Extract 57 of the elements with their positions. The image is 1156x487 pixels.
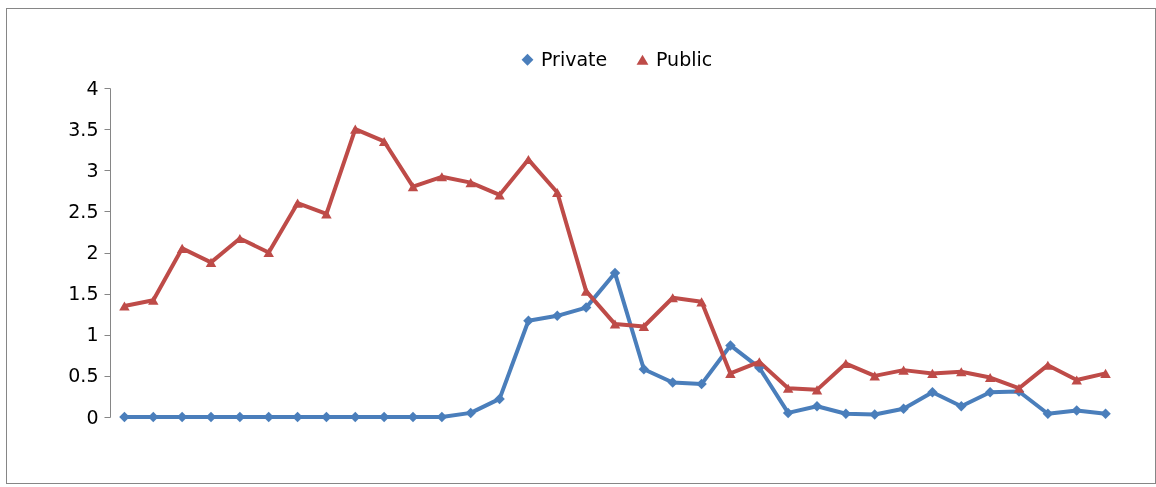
point [696, 297, 707, 307]
legend-label: Private [541, 47, 608, 70]
point [1100, 368, 1111, 378]
point [494, 393, 505, 405]
legend-label: Public [656, 47, 713, 70]
point [956, 367, 967, 377]
point [494, 190, 505, 200]
point [552, 187, 563, 197]
point [350, 124, 361, 134]
point [580, 302, 592, 313]
point [927, 387, 938, 398]
point [869, 371, 880, 381]
point [725, 368, 736, 378]
y-tick-label: 1 [86, 323, 99, 346]
point [465, 407, 476, 419]
point [321, 209, 332, 219]
point [436, 172, 448, 182]
point [407, 182, 419, 192]
point [263, 247, 274, 258]
point [638, 321, 650, 332]
point [523, 155, 534, 165]
point [811, 385, 823, 395]
point [465, 178, 476, 188]
y-tick-label: 0 [86, 405, 99, 428]
point [725, 340, 736, 351]
point [898, 403, 909, 415]
point [552, 310, 563, 322]
point [696, 378, 707, 390]
point [782, 383, 794, 393]
point [667, 377, 678, 388]
point [956, 401, 967, 412]
point [1013, 383, 1025, 393]
point [1100, 408, 1111, 419]
point [609, 319, 621, 329]
y-tick-label: 4 [86, 76, 99, 99]
y-tick-label: 2.5 [68, 199, 99, 222]
point [1071, 375, 1082, 385]
point [148, 295, 159, 305]
point [176, 243, 188, 253]
point [119, 301, 130, 311]
y-tick-label: 1.5 [68, 282, 99, 305]
point [638, 364, 650, 375]
point [782, 407, 794, 419]
y-tick-label: 3 [86, 158, 99, 181]
point [609, 267, 621, 279]
point [811, 401, 823, 412]
y-tick-label: 3.5 [68, 117, 99, 140]
point [523, 315, 534, 327]
point [292, 198, 303, 208]
y-tick-label: 0.5 [68, 364, 99, 387]
point [898, 365, 909, 375]
point [927, 368, 938, 378]
point [754, 357, 765, 367]
point [984, 372, 996, 383]
point [205, 257, 217, 267]
point [378, 136, 390, 146]
y-tick-label: 2 [86, 241, 99, 263]
